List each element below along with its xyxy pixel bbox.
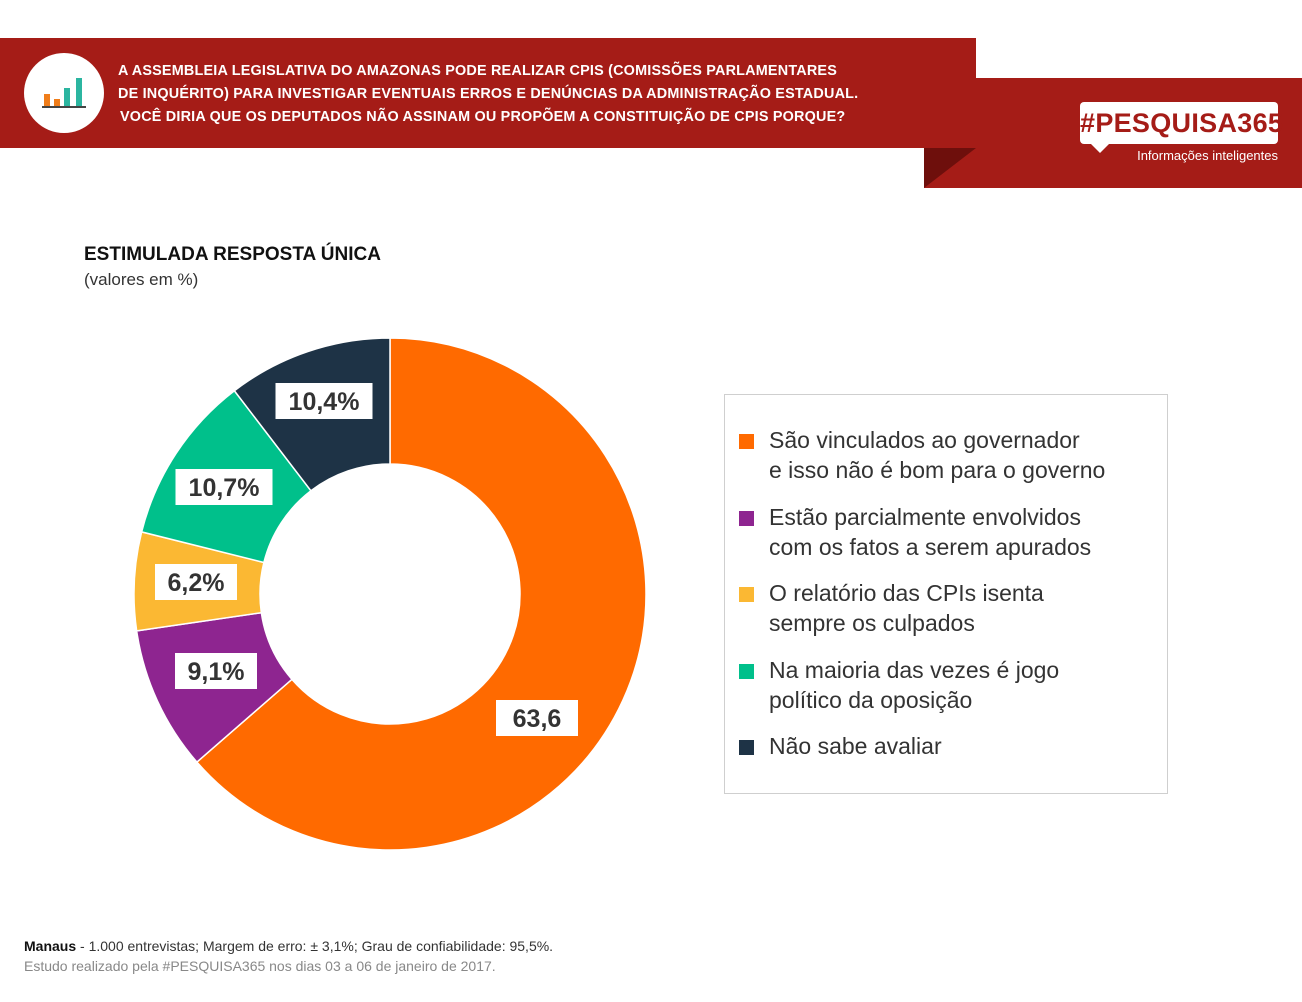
data-label-text: 9,1% [188, 658, 245, 686]
brand-logo: #PESQUISA365 [1080, 102, 1284, 144]
legend-swatch [739, 587, 754, 602]
chart-title: ESTIMULADA RESPOSTA ÚNICA [84, 244, 381, 265]
data-label-3: 6,2% [155, 564, 237, 600]
legend-label: Estão parcialmente envolvidos com os fat… [769, 504, 1092, 560]
brand-tagline: Informações inteligentes [1137, 148, 1278, 163]
data-label-text: 6,2% [168, 569, 225, 597]
legend-swatch [739, 664, 754, 679]
footer-city: Manaus [24, 938, 77, 954]
banner-fold [924, 148, 976, 188]
legend-swatch [739, 434, 754, 449]
legend-label: São vinculados ao governador e isso não … [769, 427, 1106, 483]
legend-label: Não sabe avaliar [769, 733, 942, 759]
data-label-text: 10,7% [189, 474, 260, 502]
question-line-1: A ASSEMBLEIA LEGISLATIVA DO AMAZONAS POD… [118, 63, 838, 79]
bar-chart-icon [24, 53, 104, 133]
footer-study: Estudo realizado pela #PESQUISA365 nos d… [24, 958, 496, 974]
brand-name: #PESQUISA365 [1080, 108, 1284, 138]
data-label-text: 10,4% [289, 388, 360, 416]
survey-question: A ASSEMBLEIA LEGISLATIVA DO AMAZONAS POD… [118, 60, 918, 129]
chart-subtitle: (valores em %) [84, 270, 199, 289]
header-banner [0, 38, 976, 148]
footer-methodology: Manaus - 1.000 entrevistas; Margem de er… [24, 938, 553, 954]
legend-swatch [739, 511, 754, 526]
data-label-4: 10,7% [175, 469, 273, 505]
data-label-5: 10,4% [275, 383, 373, 419]
legend-label: O relatório das CPIs isenta sempre os cu… [769, 580, 1044, 636]
question-line-3: VOCÊ DIRIA QUE OS DEPUTADOS NÃO ASSINAM … [120, 109, 846, 125]
data-label-text: 63,6 [513, 705, 562, 733]
brand-speech-tail [1090, 143, 1110, 153]
footer-details: - 1.000 entrevistas; Margem de erro: ± 3… [76, 938, 554, 954]
legend-label: Na maioria das vezes é jogo político da … [769, 657, 1060, 713]
chart-legend: São vinculados ao governador e isso não … [724, 394, 1168, 794]
question-line-2: DE INQUÉRITO) PARA INVESTIGAR EVENTUAIS … [118, 86, 859, 102]
legend-swatch [739, 740, 754, 755]
data-label-2: 9,1% [175, 653, 257, 689]
data-label-1: 63,6 [496, 700, 578, 736]
